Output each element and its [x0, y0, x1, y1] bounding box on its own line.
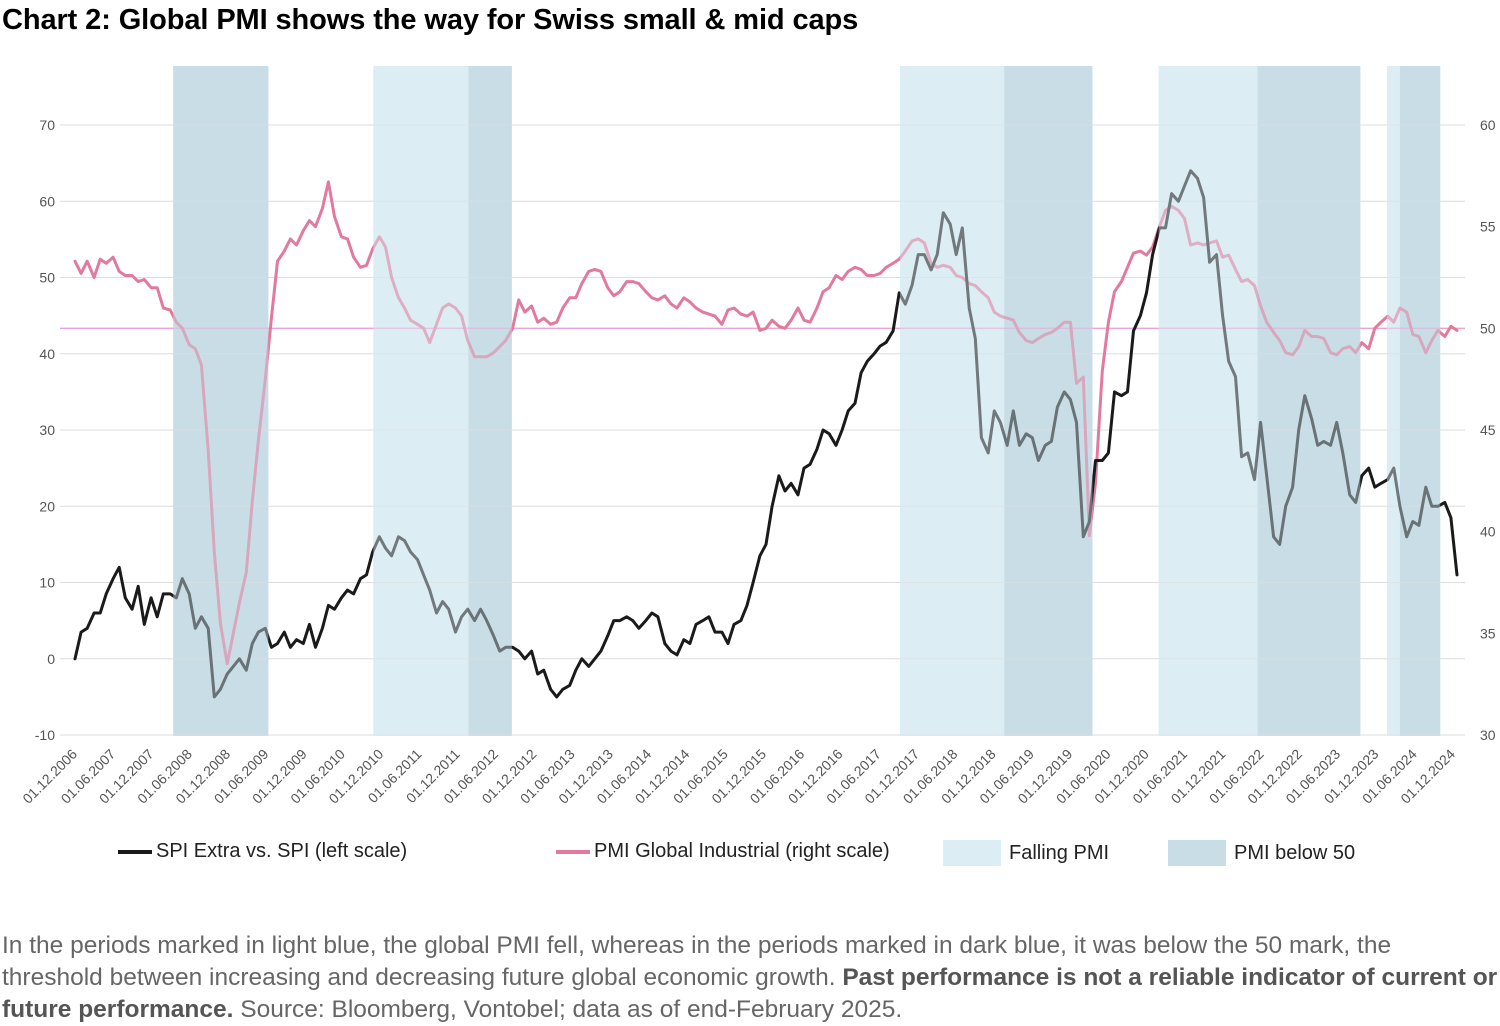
- legend-label-below: PMI below 50: [1234, 841, 1356, 864]
- right-tick-label: 60: [1480, 117, 1496, 133]
- legend: SPI Extra vs. SPI (left scale) PMI Globa…: [0, 840, 1500, 870]
- series-line-pmi: [73, 180, 1459, 666]
- legend-item-falling: Falling PMI: [943, 840, 1109, 866]
- left-tick-label: 20: [39, 498, 55, 514]
- x-axis-ticks: 01.12.200601.06.200701.12.200701.06.2008…: [19, 746, 1458, 807]
- period-band-overlay-8: [1399, 66, 1441, 736]
- period-band-overlay-3: [899, 66, 1005, 736]
- period-band-below-2: [468, 66, 512, 736]
- legend-swatch-falling: [943, 840, 1001, 866]
- period-band-below-8: [1399, 66, 1441, 736]
- period-band-overlay-6: [1257, 66, 1361, 736]
- right-tick-label: 55: [1480, 219, 1496, 235]
- right-axis-ticks: 30 35 40 45 50 55 60: [1480, 117, 1496, 743]
- period-band-overlay-2: [468, 66, 512, 736]
- left-tick-label: -10: [35, 727, 55, 743]
- caption-text-1: In the periods marked in light blue, the…: [2, 932, 1392, 991]
- caption: In the periods marked in light blue, the…: [2, 930, 1498, 1026]
- gridlines: [60, 124, 1465, 736]
- period-band-overlay-0: [173, 66, 269, 736]
- left-axis-ticks: -10 0 10 20 30 40 50 60 70: [35, 117, 55, 743]
- period-band-falling-5: [1158, 66, 1258, 736]
- legend-item-below: PMI below 50: [1168, 840, 1355, 866]
- left-tick-label: 0: [47, 651, 55, 667]
- period-band-falling-7: [1386, 66, 1400, 736]
- period-band-below-4: [1004, 66, 1093, 736]
- caption-bold: Past performance is not a reliable indic…: [2, 964, 1498, 1023]
- period-band-overlay-4: [1004, 66, 1093, 736]
- legend-label-falling: Falling PMI: [1009, 841, 1110, 864]
- right-tick-label: 50: [1480, 320, 1496, 336]
- left-tick-label: 30: [39, 422, 55, 438]
- left-tick-label: 40: [39, 346, 55, 362]
- right-tick-label: 40: [1480, 524, 1496, 540]
- legend-label-spi: SPI Extra vs. SPI (left scale): [156, 840, 408, 862]
- period-band-overlay-7: [1386, 66, 1400, 736]
- period-band-overlay-5: [1158, 66, 1258, 736]
- series-line-spi: [73, 169, 1459, 699]
- right-tick-label: 30: [1480, 727, 1496, 743]
- period-band-overlay-1: [373, 66, 469, 736]
- period-band-falling-3: [899, 66, 1005, 736]
- caption-text-2: Source: Bloomberg, Vontobel; data as of …: [233, 996, 903, 1023]
- legend-label-pmi: PMI Global Industrial (right scale): [594, 840, 890, 862]
- legend-item-pmi: PMI Global Industrial (right scale): [556, 840, 890, 863]
- left-tick-label: 70: [39, 117, 55, 133]
- left-tick-label: 50: [39, 270, 55, 286]
- right-tick-label: 45: [1480, 422, 1496, 438]
- chart-title: Chart 2: Global PMI shows the way for Sw…: [2, 4, 859, 36]
- left-tick-label: 60: [39, 193, 55, 209]
- period-bands: [173, 66, 1441, 736]
- chart-plot: -10 0 10 20 30 40 50 60 70 30 35 40 45 50 55 60 01.12.…: [19, 66, 1496, 807]
- legend-swatch-pmi: [556, 849, 590, 854]
- legend-item-spi: SPI Extra vs. SPI (left scale): [118, 840, 407, 863]
- left-tick-label: 10: [39, 575, 55, 591]
- series-lines: [73, 66, 1459, 736]
- legend-swatch-below: [1168, 840, 1226, 866]
- right-tick-label: 35: [1480, 625, 1496, 641]
- legend-swatch-spi: [118, 849, 152, 854]
- period-band-below-6: [1257, 66, 1361, 736]
